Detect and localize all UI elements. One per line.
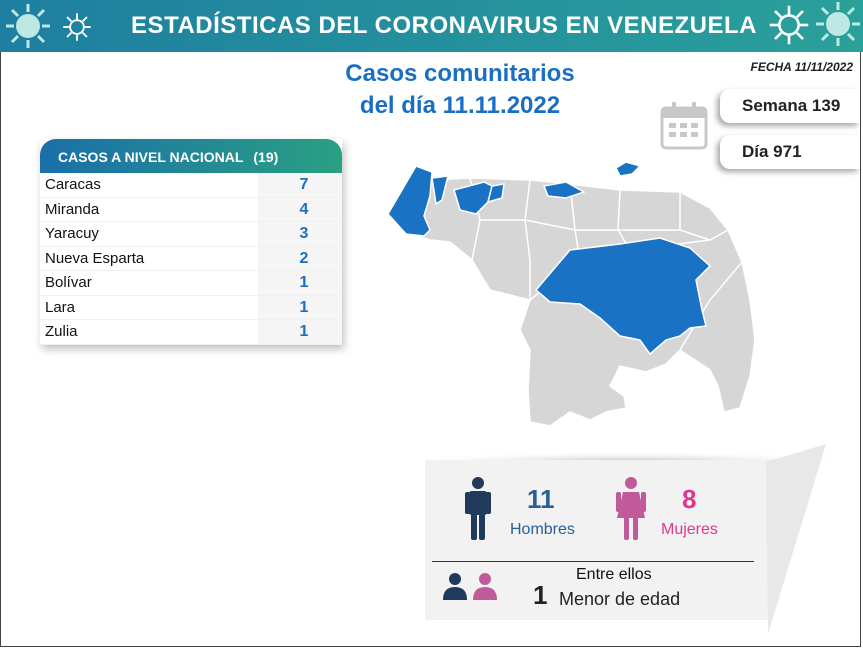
state-name: Miranda	[40, 197, 258, 221]
headline-line2: del día 11.11.2022	[359, 92, 561, 119]
table-row: Zulia 1	[40, 320, 342, 345]
men-label: Hombres	[510, 521, 575, 538]
table-row: Miranda 4	[40, 197, 342, 222]
state-name: Bolívar	[40, 271, 258, 295]
map-state-bolivar	[534, 237, 712, 356]
virus-icon	[816, 2, 860, 46]
week-badge: Semana 139	[720, 89, 860, 123]
state-cases: 3	[258, 222, 342, 246]
map-state-nueva-esparta	[615, 161, 642, 177]
table-row: Lara 1	[40, 295, 342, 320]
child-icon	[443, 573, 497, 600]
state-cases: 2	[258, 246, 342, 270]
card-divider	[432, 561, 754, 562]
report-date: FECHA 11/11/2022	[750, 60, 854, 74]
minor-label: Menor de edad	[559, 589, 681, 609]
virus-icon	[63, 13, 91, 41]
map-state-falcon	[431, 175, 449, 206]
national-cases-table: CASOS A NIVEL NACIONAL (19) Caracas 7 Mira…	[40, 139, 342, 345]
table-total: (19)	[253, 149, 279, 165]
state-name: Yaracuy	[40, 222, 258, 246]
page-frame	[0, 52, 861, 647]
state-name: Nueva Esparta	[40, 246, 258, 270]
headline: Casos comunitarios del día 11.11.2022	[300, 58, 620, 122]
table-row: Nueva Esparta 2	[40, 246, 342, 271]
venezuela-map	[387, 161, 756, 427]
state-cases: 1	[258, 295, 342, 319]
women-count: 8	[682, 484, 697, 514]
table-row: Caracas 7	[40, 173, 342, 198]
table-title: CASOS A NIVEL NACIONAL	[58, 149, 244, 165]
woman-icon	[616, 477, 646, 540]
state-cases: 1	[258, 320, 342, 344]
state-cases: 7	[258, 173, 342, 197]
man-icon	[465, 477, 491, 540]
day-badge: Día 971	[720, 135, 860, 169]
state-name: Caracas	[40, 173, 258, 197]
table-row: Bolívar 1	[40, 271, 342, 296]
calendar-icon	[660, 102, 708, 150]
among-label: Entre ellos	[576, 566, 652, 583]
state-name: Zulia	[40, 320, 258, 344]
virus-icon	[6, 4, 50, 48]
table-row: Yaracuy 3	[40, 222, 342, 247]
state-name: Lara	[40, 295, 258, 319]
card-shadow	[430, 444, 830, 462]
headline-line1: Casos comunitarios	[345, 60, 575, 87]
table-header: CASOS A NIVEL NACIONAL (19)	[40, 139, 342, 173]
women-label: Mujeres	[661, 521, 718, 538]
map-state-miranda	[542, 181, 586, 199]
state-cases: 1	[258, 271, 342, 295]
page-title: ESTADÍSTICAS DEL CORONAVIRUS EN VENEZUEL…	[131, 12, 757, 39]
map-state-yaracuy	[486, 183, 505, 204]
card-corner-shadow	[766, 444, 826, 634]
minor-count: 1	[533, 580, 548, 610]
virus-icon	[769, 5, 809, 45]
header-banner: ESTADÍSTICAS DEL CORONAVIRUS EN VENEZUEL…	[0, 0, 863, 52]
map-state-zulia	[387, 165, 433, 237]
men-count: 11	[527, 484, 555, 514]
state-cases: 4	[258, 197, 342, 221]
